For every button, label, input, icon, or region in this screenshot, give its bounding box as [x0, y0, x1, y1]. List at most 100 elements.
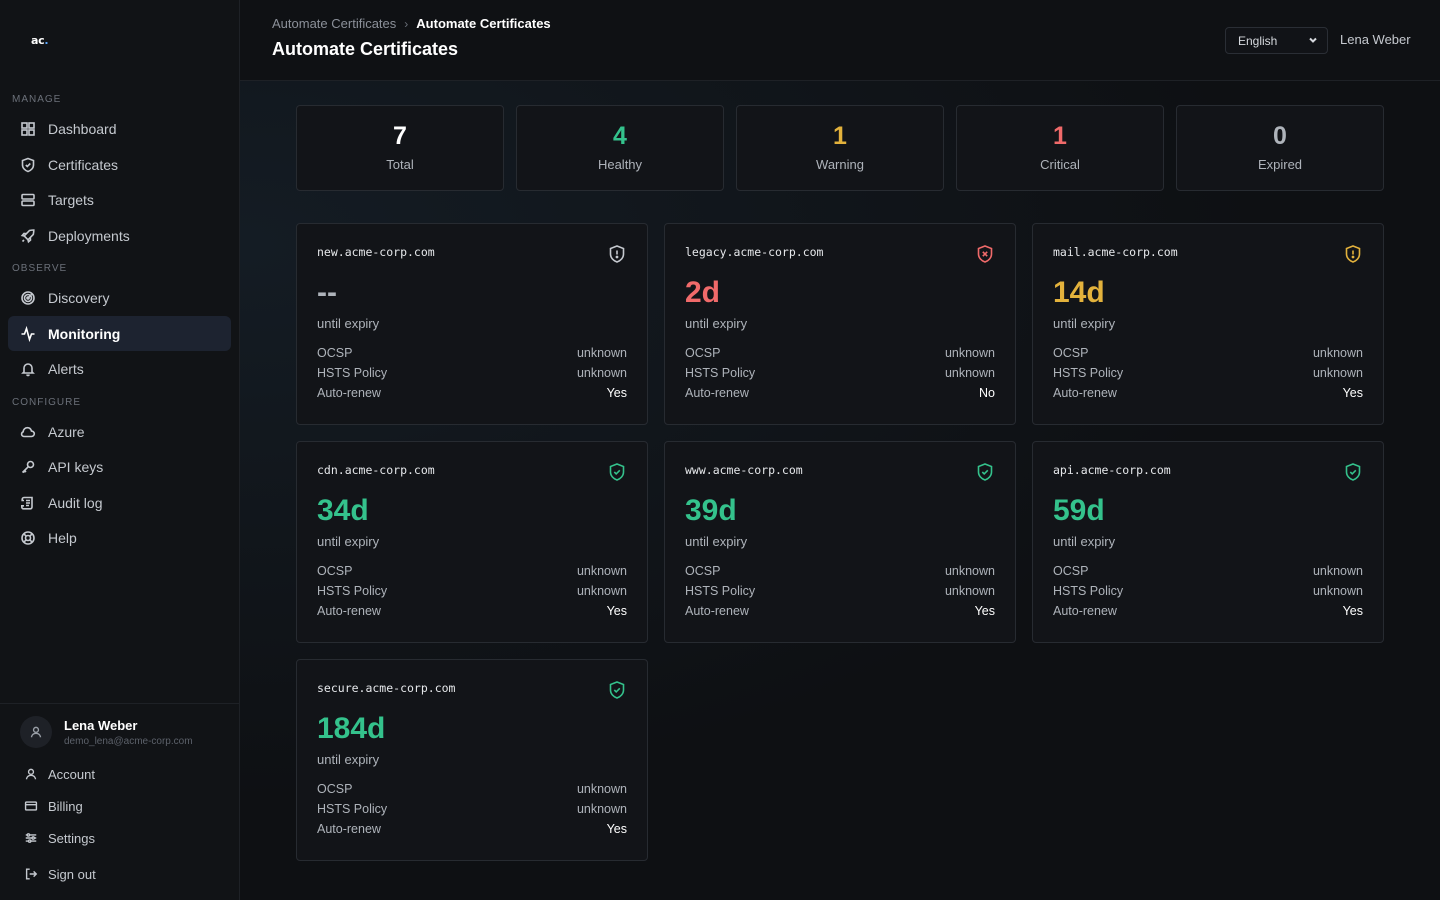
dashboard-icon — [20, 121, 36, 137]
detail-value: unknown — [1312, 564, 1363, 578]
detail-key: OCSP — [685, 564, 721, 578]
detail-key: Auto-renew — [685, 604, 749, 618]
sidebar-item-audit-log[interactable]: Audit log — [8, 485, 231, 520]
until-expiry-label: until expiry — [1053, 534, 1116, 549]
shield-check-icon — [1343, 462, 1363, 482]
stat-label: Expired — [1257, 157, 1303, 172]
stat-card-expired[interactable]: 0 Expired — [1176, 105, 1384, 191]
language-select[interactable]: English — [1225, 27, 1328, 54]
sidebar-item-api-keys[interactable]: API keys — [8, 449, 231, 484]
stat-label: Critical — [1040, 157, 1080, 172]
detail-value: Yes — [1342, 604, 1363, 618]
detail-value: Yes — [1342, 386, 1363, 400]
detail-key: HSTS Policy — [685, 366, 756, 380]
section-label-manage: MANAGE — [12, 94, 62, 105]
billing-label: Billing — [48, 798, 83, 814]
certificate-host: new.acme-corp.com — [317, 245, 435, 259]
sidebar-item-dashboard[interactable]: Dashboard — [8, 111, 231, 146]
certificate-card[interactable]: api.acme-corp.com 59d until expiry OCSP unkn… — [1032, 441, 1384, 643]
brand-logo[interactable]: ac. — [31, 34, 49, 47]
header-user-name[interactable]: Lena Weber — [1340, 32, 1411, 47]
sidebar-item-label: Monitoring — [48, 325, 121, 342]
certificate-host: api.acme-corp.com — [1053, 463, 1171, 477]
language-value: English — [1238, 33, 1278, 48]
sidebar-item-monitoring[interactable]: Monitoring — [8, 316, 231, 351]
chevron-right-icon: › — [404, 16, 409, 31]
top-header: Automate Certificates › Automate Certifi… — [240, 0, 1440, 81]
detail-value: Yes — [606, 386, 627, 400]
detail-row: HSTS Policy unknown — [685, 366, 995, 380]
sign-out-icon — [25, 868, 38, 880]
certificate-card[interactable]: www.acme-corp.com 39d until expiry OCSP unkn… — [664, 441, 1016, 643]
sidebar-item-azure[interactable]: Azure — [8, 414, 231, 449]
detail-row: OCSP unknown — [317, 564, 627, 578]
sidebar-item-label: Alerts — [48, 360, 84, 377]
detail-key: Auto-renew — [1053, 604, 1117, 618]
detail-row: HSTS Policy unknown — [1053, 366, 1363, 380]
days-until-expiry: 14d — [1053, 276, 1105, 309]
stat-value: 7 — [393, 122, 407, 150]
user-profile[interactable]: Lena Weber demo_lena@acme-corp.com — [20, 716, 193, 748]
certificate-card[interactable]: new.acme-corp.com -- until expiry OCSP unkno… — [296, 223, 648, 425]
sidebar-item-label: Audit log — [48, 494, 103, 511]
detail-row: OCSP unknown — [685, 346, 995, 360]
sidebar-item-discovery[interactable]: Discovery — [8, 280, 231, 315]
server-icon — [20, 192, 36, 208]
sidebar-item-certificates[interactable]: Certificates — [8, 147, 231, 182]
sidebar: ac. MANAGE Dashboard Certificates Target… — [0, 0, 240, 900]
sidebar-item-label: Discovery — [48, 289, 110, 306]
until-expiry-label: until expiry — [685, 534, 748, 549]
certificate-card[interactable]: cdn.acme-corp.com 34d until expiry OCSP unkn… — [296, 441, 648, 643]
detail-row: Auto-renew Yes — [317, 386, 627, 400]
breadcrumb-item[interactable]: Automate Certificates — [272, 16, 397, 31]
until-expiry-label: until expiry — [317, 752, 380, 767]
sidebar-item-label: Certificates — [48, 156, 119, 173]
lifebuoy-icon — [20, 530, 36, 546]
detail-key: OCSP — [1053, 564, 1089, 578]
scroll-icon — [20, 495, 36, 511]
detail-value: Yes — [606, 604, 627, 618]
billing-link[interactable]: Billing — [20, 794, 83, 818]
detail-value: unknown — [944, 584, 995, 598]
sidebar-item-alerts[interactable]: Alerts — [8, 351, 231, 386]
stat-card-critical[interactable]: 1 Critical — [956, 105, 1164, 191]
detail-row: OCSP unknown — [317, 782, 627, 796]
certificate-card[interactable]: mail.acme-corp.com 14d until expiry OCSP unk… — [1032, 223, 1384, 425]
stat-value: 1 — [1053, 122, 1067, 150]
certificate-card[interactable]: legacy.acme-corp.com 2d until expiry OCSP un… — [664, 223, 1016, 425]
sign-out-link[interactable]: Sign out — [20, 862, 96, 886]
certificate-card[interactable]: secure.acme-corp.com 184d until expiry OCSP… — [296, 659, 648, 861]
certificate-host: secure.acme-corp.com — [317, 681, 456, 695]
shield-check-icon — [607, 462, 627, 482]
account-link[interactable]: Account — [20, 762, 95, 786]
detail-value: unknown — [1312, 366, 1363, 380]
detail-value: unknown — [576, 564, 627, 578]
detail-key: HSTS Policy — [317, 584, 388, 598]
detail-key: HSTS Policy — [1053, 366, 1124, 380]
detail-key: HSTS Policy — [317, 802, 388, 816]
stat-label: Total — [386, 157, 414, 172]
detail-row: HSTS Policy unknown — [317, 366, 627, 380]
sidebar-item-deployments[interactable]: Deployments — [8, 218, 231, 253]
sidebar-item-help[interactable]: Help — [8, 520, 231, 555]
detail-key: OCSP — [317, 346, 353, 360]
user-icon — [30, 726, 42, 738]
stat-card-warning[interactable]: 1 Warning — [736, 105, 944, 191]
settings-link[interactable]: Settings — [20, 826, 95, 850]
avatar — [20, 716, 52, 748]
until-expiry-label: until expiry — [685, 316, 748, 331]
settings-label: Settings — [48, 830, 95, 846]
bell-icon — [20, 361, 36, 377]
sliders-icon — [25, 833, 37, 843]
user-email: demo_lena@acme-corp.com — [64, 735, 193, 747]
detail-value: unknown — [1312, 584, 1363, 598]
sidebar-item-targets[interactable]: Targets — [8, 182, 231, 217]
detail-row: OCSP unknown — [1053, 564, 1363, 578]
stat-label: Healthy — [597, 157, 643, 172]
user-icon — [25, 768, 37, 780]
user-name: Lena Weber — [64, 717, 138, 733]
stat-card-healthy[interactable]: 4 Healthy — [516, 105, 724, 191]
shield-check-icon — [975, 462, 995, 482]
stat-card-total[interactable]: 7 Total — [296, 105, 504, 191]
days-until-expiry: 59d — [1053, 494, 1105, 527]
